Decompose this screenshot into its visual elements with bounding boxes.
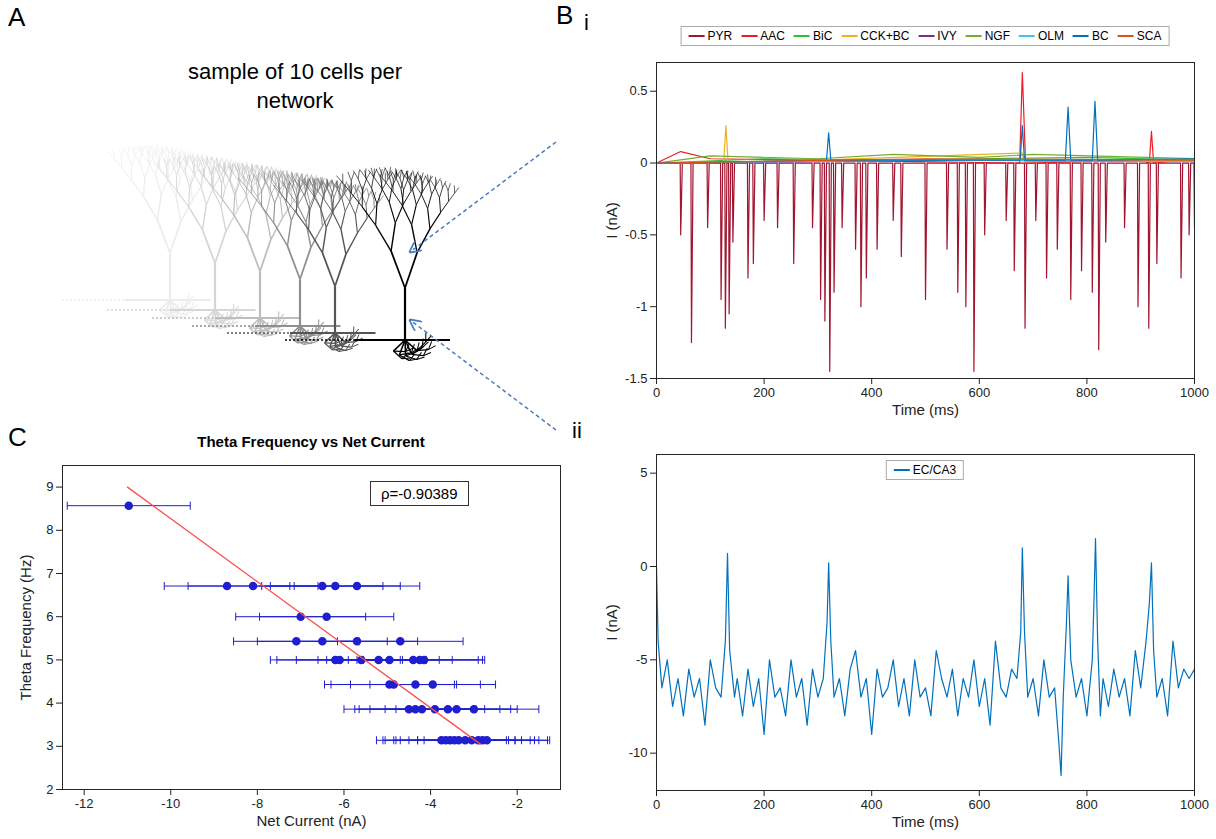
svg-text:1000: 1000 xyxy=(1180,385,1209,400)
html-text:Theta Frequency vs Net Current: Theta Frequency vs Net Current xyxy=(197,433,425,450)
html-text:PYR: PYR xyxy=(707,29,733,43)
svg-text:Time (ms): Time (ms) xyxy=(892,401,959,418)
svg-text:-2: -2 xyxy=(511,796,523,811)
svg-text:800: 800 xyxy=(1076,797,1098,812)
html-text:sample of 10 cells per network: sample of 10 cells per network xyxy=(188,59,402,113)
svg-text:8: 8 xyxy=(46,522,53,537)
svg-text:-10: -10 xyxy=(161,796,180,811)
svg-text:-8: -8 xyxy=(252,796,264,811)
html-text:IVY: IVY xyxy=(937,29,957,43)
svg-text:0.5: 0.5 xyxy=(629,83,647,98)
html-text:AAC: AAC xyxy=(760,29,785,43)
svg-text:600: 600 xyxy=(968,385,990,400)
html-text:B i: B i xyxy=(556,0,589,35)
svg-text:1000: 1000 xyxy=(1180,797,1209,812)
html-text:EC/CA3: EC/CA3 xyxy=(912,463,957,477)
html-text:ii: ii xyxy=(572,418,582,443)
svg-text:6: 6 xyxy=(46,609,53,624)
svg-text:0: 0 xyxy=(640,559,647,574)
svg-text:-5: -5 xyxy=(636,652,648,667)
svg-text:I (nA): I (nA) xyxy=(603,604,620,641)
svg-text:0: 0 xyxy=(640,155,647,170)
html-text:BC: BC xyxy=(1092,29,1109,43)
svg-text:200: 200 xyxy=(753,797,775,812)
svg-text:-12: -12 xyxy=(75,796,94,811)
svg-text:I (nA): I (nA) xyxy=(603,202,620,239)
svg-text:600: 600 xyxy=(968,797,990,812)
svg-text:Net Current (nA): Net Current (nA) xyxy=(256,812,366,829)
html-text:C: C xyxy=(8,422,27,452)
svg-text:0: 0 xyxy=(653,797,660,812)
svg-text:2: 2 xyxy=(46,782,53,797)
html-text:A: A xyxy=(8,2,26,32)
svg-text:-0.5: -0.5 xyxy=(625,227,647,242)
html-text:BiC: BiC xyxy=(813,29,833,43)
svg-text:4: 4 xyxy=(46,695,53,710)
svg-text:-6: -6 xyxy=(338,796,350,811)
svg-text:Time (ms): Time (ms) xyxy=(892,813,959,830)
html-text:ρ=-0.90389: ρ=-0.90389 xyxy=(381,485,458,502)
html-text:OLM: OLM xyxy=(1038,29,1064,43)
svg-text:-10: -10 xyxy=(629,745,648,760)
svg-text:200: 200 xyxy=(753,385,775,400)
svg-text:9: 9 xyxy=(46,479,53,494)
svg-text:800: 800 xyxy=(1076,385,1098,400)
svg-text:-1: -1 xyxy=(636,299,648,314)
html-text:NGF: NGF xyxy=(984,29,1010,43)
svg-text:5: 5 xyxy=(640,465,647,480)
html-text:CCK+BC: CCK+BC xyxy=(860,29,910,43)
svg-text:400: 400 xyxy=(861,385,883,400)
svg-text:Theta Frequency (Hz): Theta Frequency (Hz) xyxy=(17,555,34,701)
svg-text:-4: -4 xyxy=(425,796,437,811)
svg-text:400: 400 xyxy=(861,797,883,812)
svg-text:0: 0 xyxy=(653,385,660,400)
svg-text:-1.5: -1.5 xyxy=(625,371,647,386)
svg-text:3: 3 xyxy=(46,738,53,753)
svg-text:5: 5 xyxy=(46,652,53,667)
svg-text:7: 7 xyxy=(46,566,53,581)
html-text:SCA: SCA xyxy=(1136,29,1162,43)
